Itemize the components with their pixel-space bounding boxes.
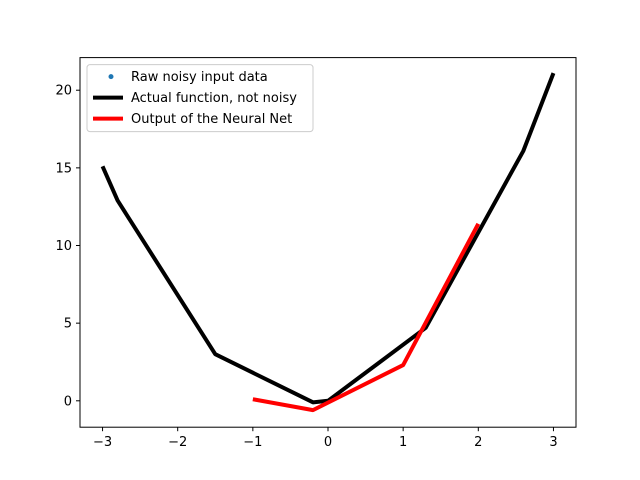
x-axis: −3 −2 −1 0 1 2 3 [93, 427, 558, 450]
legend-entry-1: Actual function, not noisy [93, 91, 297, 106]
x-tick-label: −1 [243, 435, 262, 450]
y-tick-label: 15 [55, 161, 72, 176]
x-tick-label: 1 [399, 435, 407, 450]
legend-box [86, 64, 314, 133]
series-line-2 [252, 222, 481, 413]
legend-label: Raw noisy input data [131, 70, 268, 85]
plot-lines [100, 72, 556, 413]
legend-label: Actual function, not noisy [131, 91, 297, 106]
y-tick-label: 10 [55, 239, 72, 254]
x-tick-label: 3 [549, 435, 557, 450]
x-tick-label: 2 [474, 435, 482, 450]
series-line-1 [100, 72, 556, 405]
y-axis: 0 5 10 15 20 [55, 84, 80, 409]
legend-marker [108, 74, 114, 80]
x-tick-label: 0 [324, 435, 332, 450]
legend-entry-0: Raw noisy input data [108, 70, 268, 85]
x-tick-label: −2 [168, 435, 187, 450]
y-tick-label: 0 [64, 394, 72, 409]
legend-label: Output of the Neural Net [131, 112, 292, 127]
y-tick-label: 20 [55, 84, 72, 99]
y-tick-label: 5 [64, 317, 72, 332]
x-tick-label: −3 [93, 435, 112, 450]
legend: Raw noisy input data Actual function, not… [86, 64, 314, 133]
legend-entry-2: Output of the Neural Net [93, 112, 292, 127]
